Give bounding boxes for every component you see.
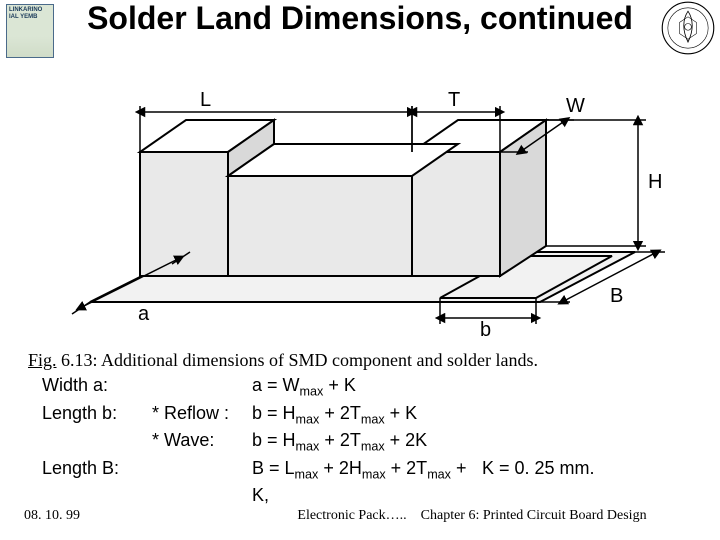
dimension-row: Width a: a = Wmax + K [28, 373, 708, 401]
dim-method [152, 456, 252, 508]
dim-formula: b = Hmax + 2Tmax + K [252, 401, 482, 429]
footer-center: Electronic Pack….. Chapter 6: Printed Ci… [224, 508, 720, 524]
dim-name: Width a: [28, 373, 152, 401]
dimension-row: Length b:* Reflow :b = Hmax + 2Tmax + K [28, 401, 708, 429]
figure-caption-rest: 6.13: Additional dimensions of SMD compo… [57, 350, 538, 370]
label-L: L [200, 89, 211, 111]
label-a: a [138, 303, 150, 325]
dim-extra [482, 428, 708, 456]
label-W: W [566, 95, 585, 117]
figure-caption-label: Fig. [28, 350, 57, 370]
dim-extra [482, 401, 708, 429]
dim-formula: B = Lmax + 2Hmax + 2Tmax + K, [252, 456, 482, 508]
footer-date: 08. 10. 99 [0, 508, 224, 524]
dim-name: Length B: [28, 456, 152, 508]
dim-method: * Wave: [152, 428, 252, 456]
dim-method [152, 373, 252, 401]
dimension-formula-list: Width a:a = Wmax + KLength b:* Reflow :b… [28, 373, 708, 508]
smd-dimension-diagram: L T W H a b [50, 80, 670, 340]
label-T: T [448, 89, 460, 111]
label-B: B [610, 285, 623, 307]
figure-caption: Fig. 6.13: Additional dimensions of SMD … [28, 350, 708, 371]
dim-name: Length b: [28, 401, 152, 429]
page-title: Solder Land Dimensions, continued [0, 0, 720, 37]
body-front [228, 176, 412, 276]
right-cap-front [412, 152, 500, 276]
dimension-row: * Wave:b = Hmax + 2Tmax + 2K [28, 428, 708, 456]
dim-extra: K = 0. 25 mm. [482, 456, 708, 508]
dim-name [28, 428, 152, 456]
slide-footer: 08. 10. 99 Electronic Pack….. Chapter 6:… [0, 508, 720, 524]
dimension-row: Length B: B = Lmax + 2Hmax + 2Tmax + K,K … [28, 456, 708, 508]
dim-method: * Reflow : [152, 401, 252, 429]
left-cap-front [140, 152, 228, 276]
dim-formula: a = Wmax + K [252, 373, 482, 401]
dim-formula: b = Hmax + 2Tmax + 2K [252, 428, 482, 456]
label-H: H [648, 171, 662, 193]
label-b: b [480, 319, 491, 340]
dim-extra [482, 373, 708, 401]
